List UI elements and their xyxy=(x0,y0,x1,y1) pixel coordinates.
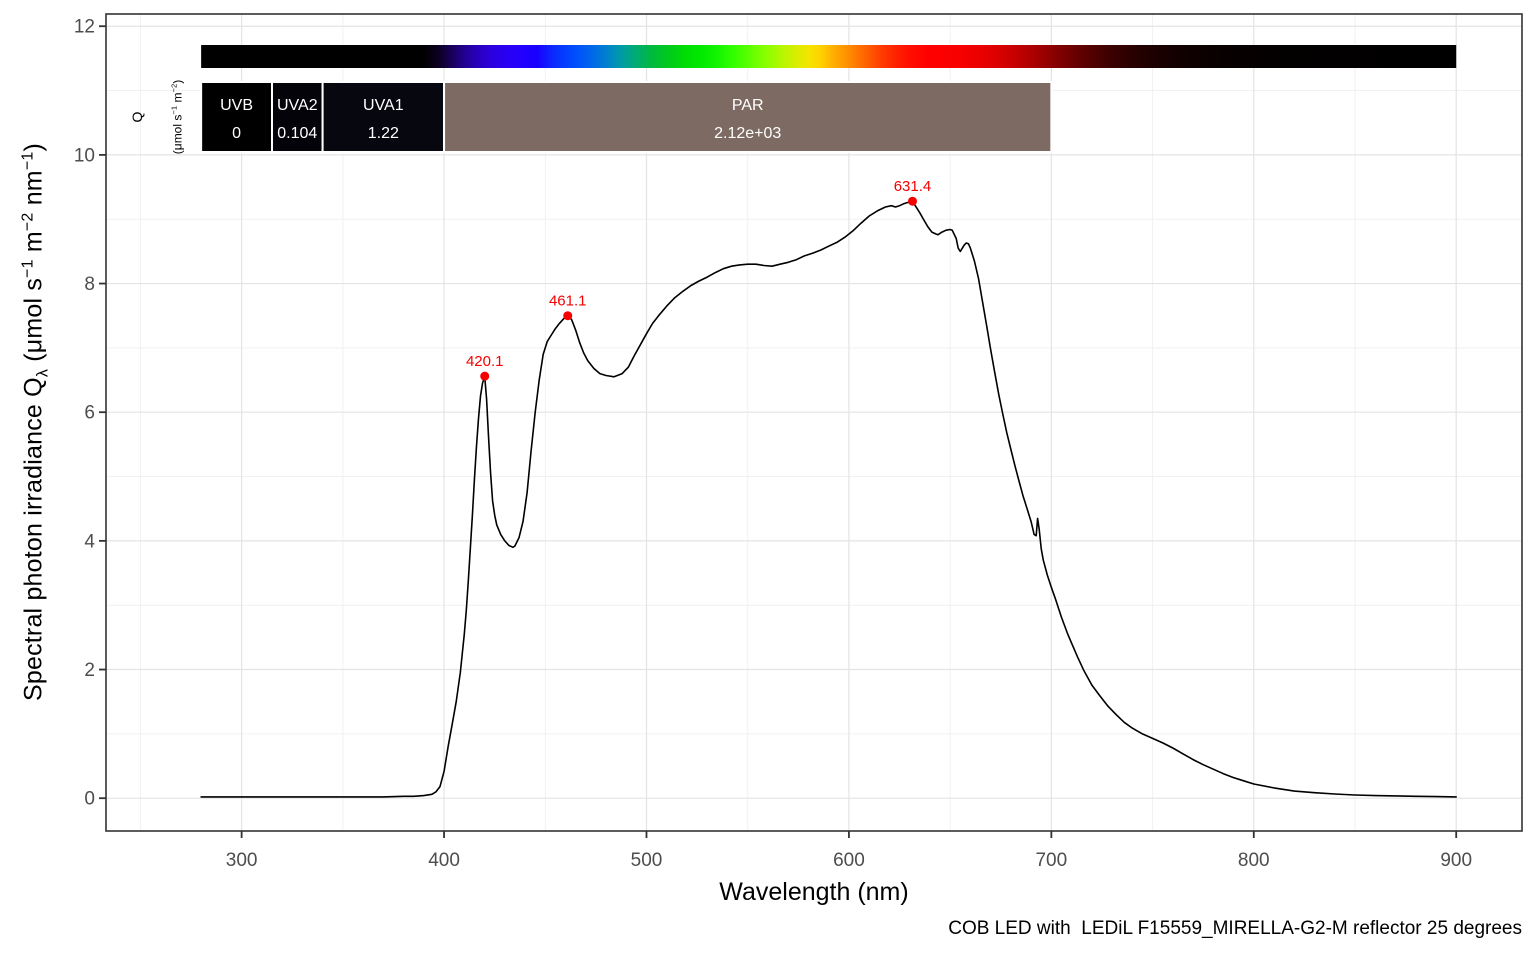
x-tick-label: 500 xyxy=(631,850,663,871)
panel-border xyxy=(105,13,1523,832)
summary-row-units: (μmol s−1 m−2) xyxy=(169,79,185,155)
peak-marker xyxy=(480,371,490,381)
y-axis-title: Spectral photon irradiance Qλ (μmol s−1 … xyxy=(19,142,52,702)
y-tick-label: 2 xyxy=(84,660,95,681)
x-axis-title: Wavelength (nm) xyxy=(719,878,909,906)
x-tick-label: 800 xyxy=(1238,850,1270,871)
peak-label: 461.1 xyxy=(549,293,587,310)
waveband-value: 0 xyxy=(232,125,241,142)
peak-label: 420.1 xyxy=(466,353,504,370)
spectral-curve xyxy=(200,200,1457,798)
waveband-value: 1.22 xyxy=(368,125,399,142)
x-tick-label: 600 xyxy=(833,850,865,871)
waveband-box-par xyxy=(443,81,1053,153)
chart-caption: COB LED with LEDiL F15559_MIRELLA-G2-M r… xyxy=(948,918,1522,939)
spectrum-colorbar xyxy=(201,45,1457,68)
y-tick-label: 6 xyxy=(84,403,95,424)
waveband-value: 2.12e+03 xyxy=(714,125,781,142)
peak-label: 631.4 xyxy=(894,178,932,195)
y-tick-label: 0 xyxy=(84,789,95,810)
peak-marker xyxy=(563,311,573,321)
y-tick-label: 4 xyxy=(84,531,95,552)
y-tick-label: 8 xyxy=(84,274,95,295)
y-tick-label: 12 xyxy=(74,17,95,38)
y-tick-label: 10 xyxy=(74,145,95,166)
waveband-name: UVA2 xyxy=(277,97,318,114)
x-tick-label: 400 xyxy=(428,850,460,871)
x-tick-label: 900 xyxy=(1440,850,1472,871)
summary-row-label: Q xyxy=(129,111,145,123)
peak-marker xyxy=(907,196,917,206)
waveband-box-uva1 xyxy=(321,81,446,153)
x-tick-label: 700 xyxy=(1035,850,1067,871)
waveband-name: PAR xyxy=(732,97,764,114)
waveband-name: UVA1 xyxy=(363,97,404,114)
x-tick-label: 300 xyxy=(226,850,258,871)
waveband-value: 0.104 xyxy=(277,125,317,142)
waveband-name: UVB xyxy=(220,97,253,114)
